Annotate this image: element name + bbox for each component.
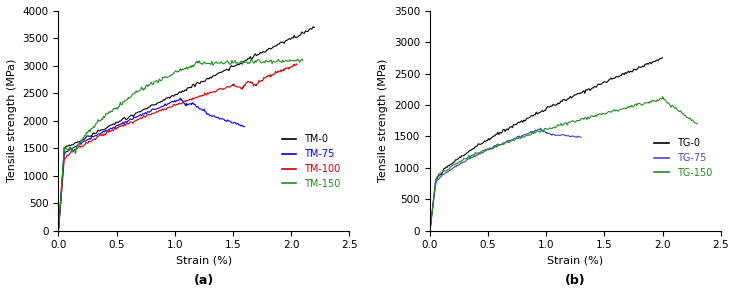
Line: TM-150: TM-150 [58, 59, 302, 231]
TM-75 [195, 107, 204, 111]
TM-0 [115, 119, 124, 123]
TG-0 [553, 103, 562, 106]
TG-75 [528, 130, 537, 133]
TG-75 [453, 163, 462, 167]
TM-150 [174, 70, 183, 74]
TM-0 [281, 39, 290, 43]
TG-0 [621, 71, 630, 74]
Y-axis label: Tensile strength (MPa): Tensile strength (MPa) [7, 59, 17, 182]
TG-150 [526, 133, 534, 137]
TM-100 [292, 62, 301, 66]
TM-150 [297, 57, 306, 61]
TG-150 [675, 110, 684, 113]
TM-0 [276, 41, 285, 44]
Line: TG-0: TG-0 [430, 58, 662, 230]
TG-75 [444, 170, 453, 173]
TM-100 [285, 66, 294, 69]
TG-75 [536, 126, 545, 130]
TG-75 [425, 228, 434, 231]
Legend: TG-0, TG-75, TG-150: TG-0, TG-75, TG-150 [651, 134, 716, 182]
TM-0 [54, 227, 63, 231]
TM-150 [298, 59, 307, 62]
TM-100 [54, 228, 63, 231]
TM-100 [166, 105, 174, 109]
TM-100 [267, 74, 276, 77]
TG-75 [547, 133, 556, 136]
TM-75 [176, 96, 185, 100]
TG-0 [482, 139, 491, 142]
Line: TM-0: TM-0 [58, 27, 314, 229]
TM-0 [110, 123, 119, 126]
TM-100 [56, 209, 65, 212]
TG-0 [508, 126, 517, 129]
TG-75 [486, 147, 495, 151]
TM-150 [191, 62, 199, 65]
TG-150 [658, 95, 667, 99]
TM-150 [97, 117, 106, 121]
TM-0 [182, 89, 191, 92]
X-axis label: Strain (%): Strain (%) [176, 256, 232, 266]
TM-75 [128, 118, 137, 121]
TM-150 [185, 65, 194, 69]
TM-100 [210, 90, 219, 93]
TG-150 [583, 118, 592, 121]
TM-75 [118, 122, 127, 126]
TM-75 [105, 128, 113, 131]
TG-0 [430, 193, 439, 196]
TM-75 [240, 125, 249, 128]
TG-0 [658, 56, 667, 60]
TM-150 [210, 61, 219, 64]
TM-0 [267, 47, 276, 50]
TM-0 [308, 25, 317, 29]
Y-axis label: Tensile strength (MPa): Tensile strength (MPa) [378, 59, 389, 182]
TM-150 [54, 229, 63, 232]
Title: (b): (b) [565, 274, 586, 287]
TM-75 [71, 145, 79, 149]
TM-0 [310, 25, 319, 29]
X-axis label: Strain (%): Strain (%) [548, 256, 604, 266]
TG-0 [609, 77, 618, 80]
Line: TM-75: TM-75 [58, 98, 244, 231]
TG-150 [536, 130, 545, 134]
TG-0 [425, 228, 434, 231]
TG-75 [577, 135, 586, 139]
Line: TM-100: TM-100 [58, 64, 297, 229]
Legend: TM-0, TM-75, TM-100, TM-150: TM-0, TM-75, TM-100, TM-150 [278, 131, 344, 193]
TG-75 [453, 163, 461, 167]
TM-75 [54, 229, 63, 233]
Title: (a): (a) [194, 274, 214, 287]
TG-150 [671, 106, 680, 109]
TM-150 [122, 98, 131, 102]
TM-100 [110, 127, 118, 131]
Line: TG-75: TG-75 [430, 128, 581, 230]
TG-150 [425, 229, 434, 232]
Line: TG-150: TG-150 [430, 97, 698, 230]
TG-150 [624, 106, 633, 109]
TG-150 [693, 122, 702, 126]
TM-75 [59, 163, 68, 166]
